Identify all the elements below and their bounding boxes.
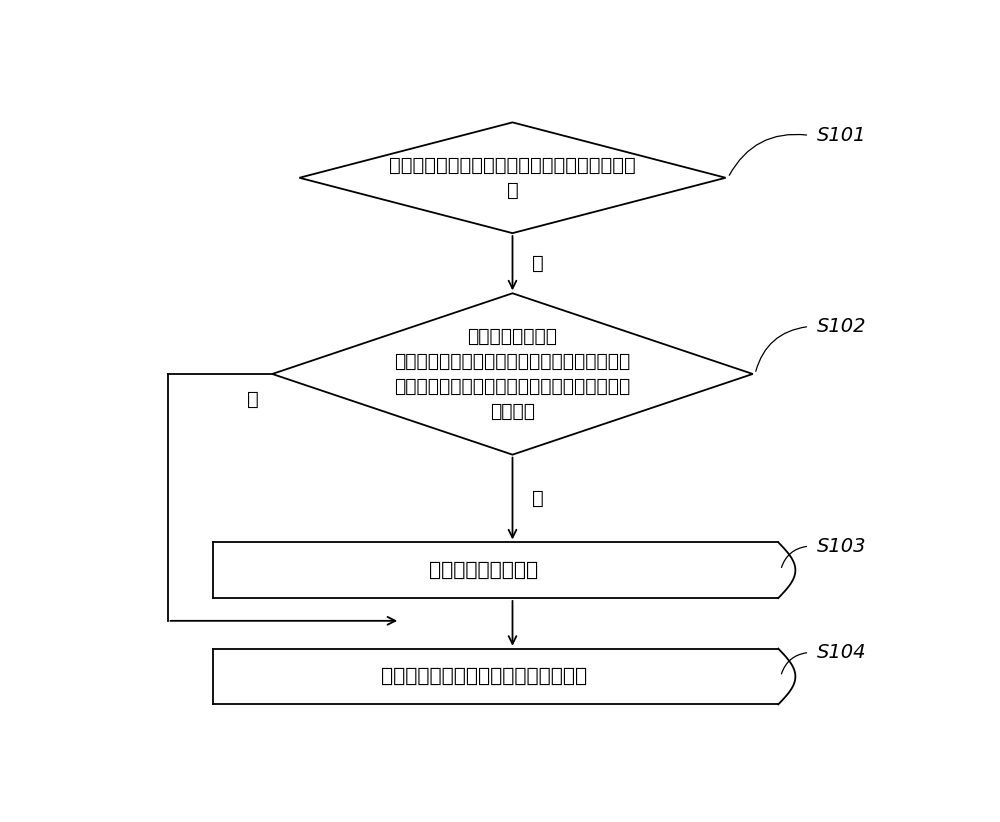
Text: 是: 是 bbox=[532, 489, 544, 508]
Text: S101: S101 bbox=[817, 126, 867, 145]
Polygon shape bbox=[272, 293, 753, 455]
Text: 是: 是 bbox=[532, 254, 544, 273]
Text: S104: S104 bbox=[817, 643, 867, 662]
Text: S103: S103 bbox=[817, 537, 867, 556]
Text: 将相关子查询修改为外表和内表内连接: 将相关子查询修改为外表和内表内连接 bbox=[381, 667, 587, 686]
Bar bbox=[213, 649, 778, 704]
Text: 判断数据库中结构化查询语句是否包括相关子查
询: 判断数据库中结构化查询语句是否包括相关子查 询 bbox=[389, 155, 636, 200]
Text: S102: S102 bbox=[817, 317, 867, 336]
Bar bbox=[213, 543, 778, 598]
Text: 将外表的统计信息
和内表的统计信息输入代价估算模型中，根据代
价估算模型的输出结果判断是否需要对内表进行
分组聚合: 将外表的统计信息 和内表的统计信息输入代价估算模型中，根据代 价估算模型的输出结… bbox=[394, 327, 631, 421]
Text: 对内表进行分组聚合: 对内表进行分组聚合 bbox=[429, 561, 538, 580]
Text: 否: 否 bbox=[247, 390, 259, 409]
Polygon shape bbox=[299, 122, 726, 233]
